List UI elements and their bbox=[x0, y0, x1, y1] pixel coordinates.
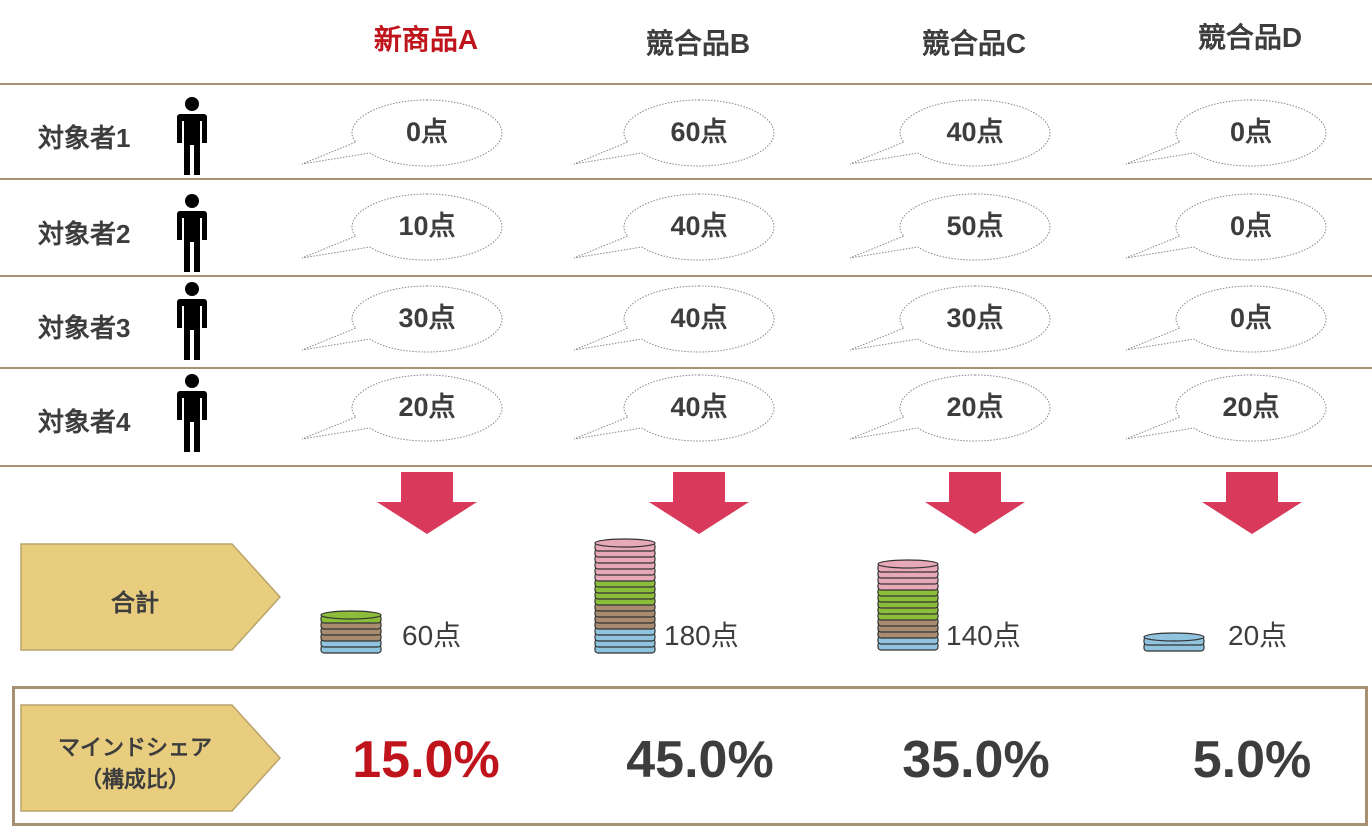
speech-bubble-shape bbox=[573, 99, 775, 167]
mind-share-value-d: 5.0% bbox=[1192, 731, 1312, 789]
product-header-d: 競合品D bbox=[1197, 22, 1303, 53]
speech-bubble-shape bbox=[849, 193, 1051, 261]
subject-label: 対象者1 bbox=[38, 123, 131, 153]
speech-bubble: 30点 bbox=[300, 284, 510, 364]
mind-share-value-b: 45.0% bbox=[626, 731, 774, 789]
divider bbox=[0, 465, 1372, 467]
score-value: 40点 bbox=[670, 392, 728, 422]
score-value: 60点 bbox=[670, 117, 728, 147]
coin-stack bbox=[1143, 632, 1205, 652]
tag-shape bbox=[20, 543, 282, 651]
speech-bubble-shape bbox=[849, 285, 1051, 353]
down-arrow-icon bbox=[649, 472, 749, 534]
score-value: 40点 bbox=[946, 117, 1004, 147]
subject-label: 対象者2 bbox=[38, 219, 131, 249]
speech-bubble: 20点 bbox=[1124, 373, 1334, 453]
total-value-a: 60点 bbox=[402, 620, 462, 651]
product-header-a: 新商品A bbox=[373, 24, 479, 55]
speech-bubble-shape bbox=[573, 285, 775, 353]
coin-stack bbox=[320, 610, 382, 654]
coin-stack bbox=[877, 559, 939, 651]
score-value: 40点 bbox=[670, 303, 728, 333]
speech-bubble-shape bbox=[1125, 374, 1327, 442]
speech-bubble-shape bbox=[1125, 99, 1327, 167]
speech-bubble: 0点 bbox=[1124, 192, 1334, 272]
mind-share-value-a: 15.0% bbox=[352, 731, 500, 789]
total-label: 合計 bbox=[111, 590, 159, 617]
speech-bubble: 50点 bbox=[848, 192, 1058, 272]
mind-share-box bbox=[12, 686, 1368, 826]
speech-bubble-shape bbox=[301, 99, 503, 167]
speech-bubble: 40点 bbox=[572, 192, 782, 272]
coin-top bbox=[594, 538, 656, 548]
tag-shape bbox=[20, 704, 282, 812]
score-value: 0点 bbox=[1229, 117, 1273, 147]
speech-bubble: 10点 bbox=[300, 192, 510, 272]
speech-bubble-shape bbox=[301, 193, 503, 261]
mind-share-label-line1: マインドシェア bbox=[57, 735, 212, 760]
person-icon bbox=[177, 282, 207, 360]
coin-top bbox=[1143, 632, 1205, 642]
score-value: 50点 bbox=[946, 211, 1004, 241]
divider bbox=[0, 83, 1372, 85]
speech-bubble: 40点 bbox=[572, 373, 782, 453]
speech-bubble-shape bbox=[301, 374, 503, 442]
speech-bubble-shape bbox=[849, 99, 1051, 167]
score-value: 0点 bbox=[405, 117, 449, 147]
speech-bubble: 20点 bbox=[848, 373, 1058, 453]
subject-label: 対象者4 bbox=[38, 407, 131, 437]
speech-bubble: 60点 bbox=[572, 98, 782, 178]
mind-share-value-c: 35.0% bbox=[902, 731, 1050, 789]
speech-bubble: 40点 bbox=[848, 98, 1058, 178]
mind-share-label-line2: （構成比） bbox=[79, 767, 190, 792]
total-value-c: 140点 bbox=[946, 620, 1021, 651]
score-value: 30点 bbox=[398, 303, 456, 333]
speech-bubble: 0点 bbox=[1124, 98, 1334, 178]
speech-bubble: 0点 bbox=[1124, 284, 1334, 364]
score-value: 0点 bbox=[1229, 303, 1273, 333]
total-tag: 合計 bbox=[20, 543, 282, 651]
coin-stack bbox=[594, 538, 656, 654]
mind-share-tag: マインドシェア （構成比） bbox=[20, 704, 282, 812]
person-icon bbox=[177, 194, 207, 272]
score-value: 40点 bbox=[670, 211, 728, 241]
divider bbox=[0, 275, 1372, 277]
product-header-b: 競合品B bbox=[645, 28, 751, 59]
speech-bubble-shape bbox=[301, 285, 503, 353]
speech-bubble: 20点 bbox=[300, 373, 510, 453]
person-icon bbox=[177, 97, 207, 175]
speech-bubble-shape bbox=[1125, 193, 1327, 261]
score-value: 20点 bbox=[1222, 392, 1280, 422]
total-value-b: 180点 bbox=[664, 620, 739, 651]
product-header-c: 競合品C bbox=[921, 28, 1027, 59]
person-icon bbox=[177, 374, 207, 452]
down-arrow-icon bbox=[925, 472, 1025, 534]
speech-bubble-shape bbox=[573, 193, 775, 261]
score-value: 10点 bbox=[398, 211, 456, 241]
score-value: 0点 bbox=[1229, 211, 1273, 241]
coin-top bbox=[320, 610, 382, 620]
speech-bubble-shape bbox=[573, 374, 775, 442]
down-arrow-icon bbox=[1202, 472, 1302, 534]
score-value: 20点 bbox=[946, 392, 1004, 422]
subject-label: 対象者3 bbox=[38, 313, 131, 343]
down-arrow-icon bbox=[377, 472, 477, 534]
divider bbox=[0, 178, 1372, 180]
speech-bubble: 0点 bbox=[300, 98, 510, 178]
speech-bubble: 30点 bbox=[848, 284, 1058, 364]
speech-bubble-shape bbox=[1125, 285, 1327, 353]
score-value: 20点 bbox=[398, 392, 456, 422]
divider bbox=[0, 367, 1372, 369]
coin-top bbox=[877, 559, 939, 569]
speech-bubble: 40点 bbox=[572, 284, 782, 364]
score-value: 30点 bbox=[946, 303, 1004, 333]
total-value-d: 20点 bbox=[1228, 620, 1288, 651]
speech-bubble-shape bbox=[849, 374, 1051, 442]
